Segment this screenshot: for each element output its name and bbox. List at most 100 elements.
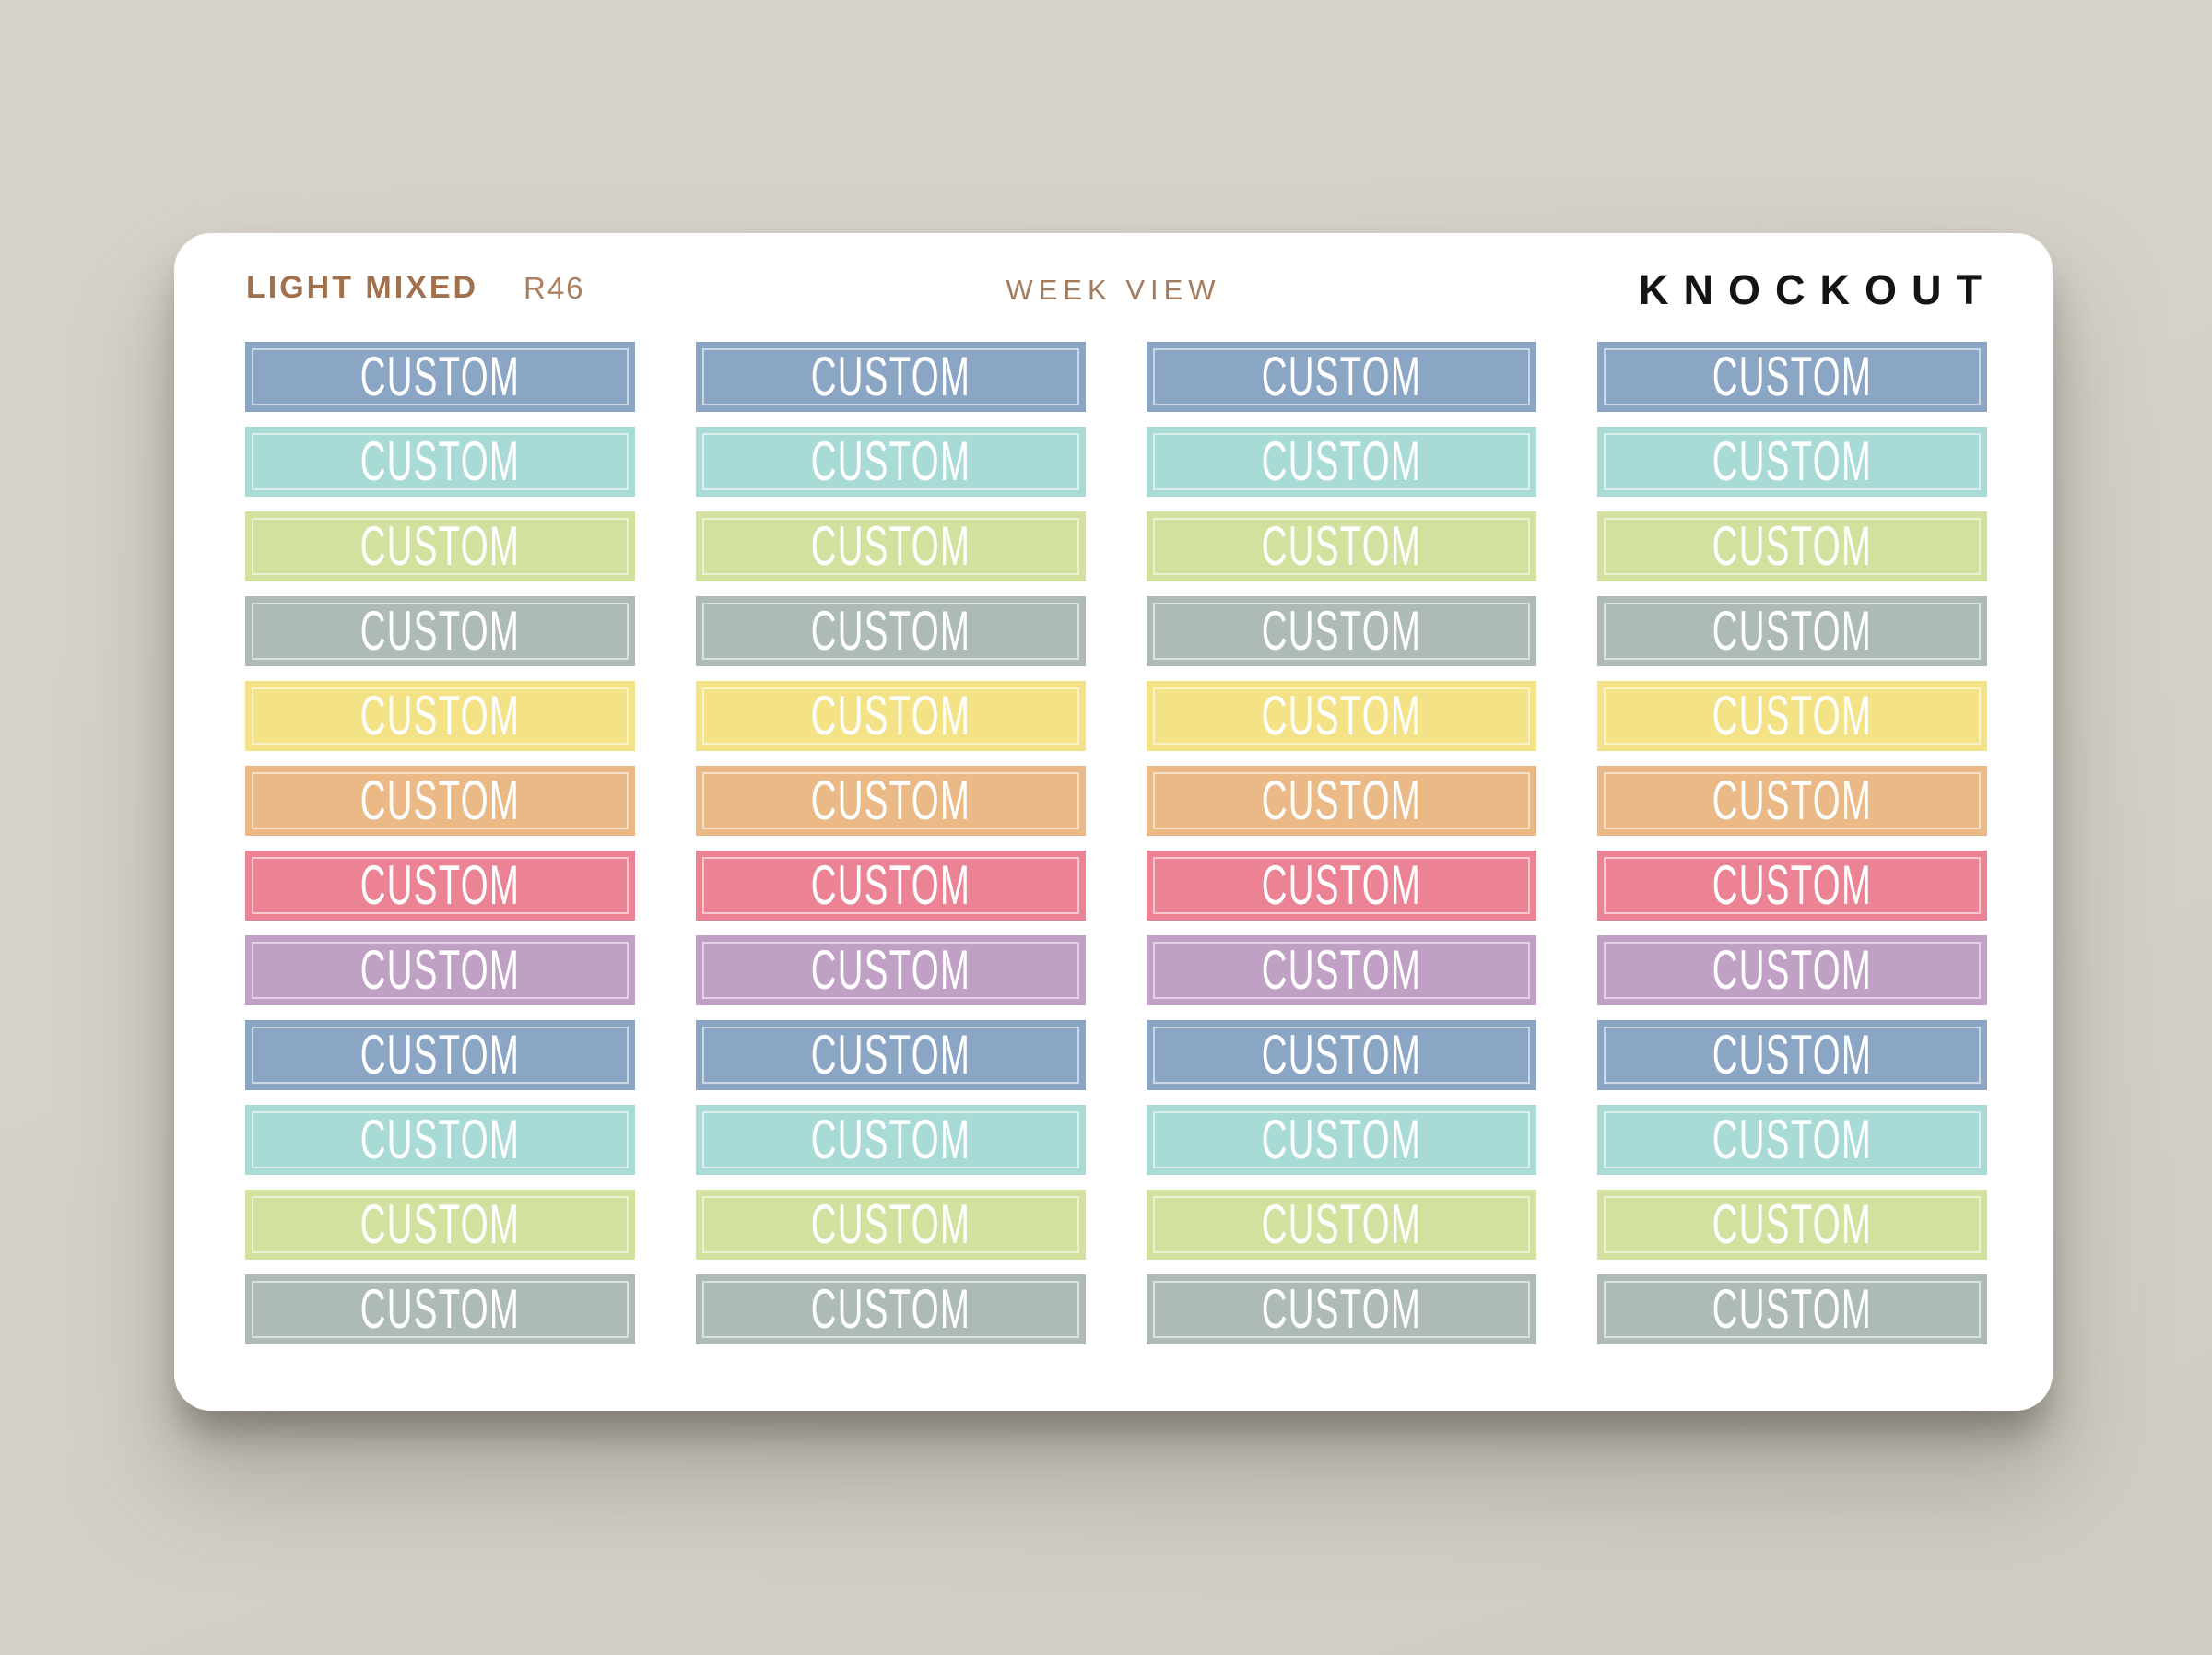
sticker-label: CUSTOM [1261, 1278, 1422, 1340]
custom-sticker-blue-r9c4: CUSTOM [1597, 1020, 1987, 1090]
collection-name: LIGHT MIXED [246, 270, 479, 305]
sticker-label: CUSTOM [359, 1109, 521, 1170]
custom-sticker-gray-r12c3: CUSTOM [1147, 1274, 1536, 1344]
sticker-label: CUSTOM [1261, 854, 1422, 916]
custom-sticker-green-r11c3: CUSTOM [1147, 1190, 1536, 1260]
sticker-label: CUSTOM [810, 600, 971, 662]
sticker-label: CUSTOM [810, 346, 971, 407]
sticker-label: CUSTOM [1712, 854, 1873, 916]
custom-sticker-teal-r2c4: CUSTOM [1597, 427, 1987, 497]
custom-sticker-blue-r9c1: CUSTOM [245, 1020, 635, 1090]
custom-sticker-teal-r2c3: CUSTOM [1147, 427, 1536, 497]
custom-sticker-pink-r7c3: CUSTOM [1147, 851, 1536, 921]
sticker-label: CUSTOM [1712, 346, 1873, 407]
sticker-label: CUSTOM [810, 430, 971, 492]
custom-sticker-green-r11c4: CUSTOM [1597, 1190, 1987, 1260]
custom-sticker-blue-r9c3: CUSTOM [1147, 1020, 1536, 1090]
sticker-label: CUSTOM [1261, 1024, 1422, 1086]
sticker-label: CUSTOM [1712, 1278, 1873, 1340]
sticker-label: CUSTOM [1261, 1109, 1422, 1170]
custom-sticker-green-r11c2: CUSTOM [696, 1190, 1086, 1260]
custom-sticker-gray-r4c1: CUSTOM [245, 596, 635, 666]
brand-logo: KNOCKOUT [1639, 266, 1996, 313]
custom-sticker-blue-r1c3: CUSTOM [1147, 342, 1536, 412]
sticker-label: CUSTOM [359, 685, 521, 746]
sticker-label: CUSTOM [359, 1193, 521, 1255]
custom-sticker-orange-r6c4: CUSTOM [1597, 766, 1987, 836]
custom-sticker-teal-r2c2: CUSTOM [696, 427, 1086, 497]
sticker-label: CUSTOM [359, 769, 521, 831]
custom-sticker-teal-r2c1: CUSTOM [245, 427, 635, 497]
custom-sticker-blue-r9c2: CUSTOM [696, 1020, 1086, 1090]
custom-sticker-green-r3c1: CUSTOM [245, 511, 635, 581]
custom-sticker-teal-r10c3: CUSTOM [1147, 1105, 1536, 1175]
custom-sticker-purple-r8c2: CUSTOM [696, 935, 1086, 1005]
sticker-label: CUSTOM [1712, 1109, 1873, 1170]
sticker-label: CUSTOM [359, 430, 521, 492]
custom-sticker-teal-r10c2: CUSTOM [696, 1105, 1086, 1175]
custom-sticker-orange-r6c1: CUSTOM [245, 766, 635, 836]
custom-sticker-gray-r4c4: CUSTOM [1597, 596, 1987, 666]
sticker-label: CUSTOM [1261, 600, 1422, 662]
custom-sticker-pink-r7c4: CUSTOM [1597, 851, 1987, 921]
custom-sticker-green-r3c4: CUSTOM [1597, 511, 1987, 581]
sticker-label: CUSTOM [810, 1193, 971, 1255]
sticker-label: CUSTOM [1261, 515, 1422, 577]
custom-sticker-orange-r6c3: CUSTOM [1147, 766, 1536, 836]
sticker-label: CUSTOM [1712, 515, 1873, 577]
sticker-grid: CUSTOM CUSTOM CUSTOM CUSTOM CUSTOM CUSTOM CUST… [245, 342, 1987, 1344]
custom-sticker-pink-r7c1: CUSTOM [245, 851, 635, 921]
custom-sticker-green-r3c3: CUSTOM [1147, 511, 1536, 581]
sticker-label: CUSTOM [810, 1109, 971, 1170]
custom-sticker-gray-r12c2: CUSTOM [696, 1274, 1086, 1344]
custom-sticker-yellow-r5c4: CUSTOM [1597, 681, 1987, 751]
sticker-label: CUSTOM [1712, 769, 1873, 831]
custom-sticker-gray-r12c1: CUSTOM [245, 1274, 635, 1344]
custom-sticker-purple-r8c3: CUSTOM [1147, 935, 1536, 1005]
custom-sticker-purple-r8c4: CUSTOM [1597, 935, 1987, 1005]
sticker-label: CUSTOM [1261, 685, 1422, 746]
sticker-label: CUSTOM [359, 854, 521, 916]
sticker-label: CUSTOM [359, 515, 521, 577]
sticker-label: CUSTOM [810, 769, 971, 831]
sticker-label: CUSTOM [1261, 430, 1422, 492]
sticker-label: CUSTOM [1712, 939, 1873, 1001]
sheet-header: LIGHT MIXED R46 WEEK VIEW KNOCKOUT [174, 233, 2053, 342]
sticker-label: CUSTOM [810, 1024, 971, 1086]
view-label: WEEK VIEW [1006, 274, 1221, 306]
custom-sticker-gray-r4c2: CUSTOM [696, 596, 1086, 666]
custom-sticker-gray-r4c3: CUSTOM [1147, 596, 1536, 666]
sticker-label: CUSTOM [359, 1278, 521, 1340]
custom-sticker-blue-r1c2: CUSTOM [696, 342, 1086, 412]
custom-sticker-blue-r1c1: CUSTOM [245, 342, 635, 412]
sticker-label: CUSTOM [1712, 600, 1873, 662]
custom-sticker-yellow-r5c3: CUSTOM [1147, 681, 1536, 751]
sticker-label: CUSTOM [810, 939, 971, 1001]
custom-sticker-purple-r8c1: CUSTOM [245, 935, 635, 1005]
sticker-label: CUSTOM [1712, 685, 1873, 746]
sticker-label: CUSTOM [810, 854, 971, 916]
sticker-label: CUSTOM [359, 346, 521, 407]
custom-sticker-green-r3c2: CUSTOM [696, 511, 1086, 581]
custom-sticker-orange-r6c2: CUSTOM [696, 766, 1086, 836]
sticker-label: CUSTOM [359, 1024, 521, 1086]
custom-sticker-blue-r1c4: CUSTOM [1597, 342, 1987, 412]
sticker-label: CUSTOM [1261, 346, 1422, 407]
sku-code: R46 [524, 271, 585, 305]
custom-sticker-yellow-r5c1: CUSTOM [245, 681, 635, 751]
custom-sticker-teal-r10c1: CUSTOM [245, 1105, 635, 1175]
sticker-label: CUSTOM [359, 600, 521, 662]
sticker-label: CUSTOM [359, 939, 521, 1001]
sticker-label: CUSTOM [1261, 1193, 1422, 1255]
sticker-label: CUSTOM [1712, 430, 1873, 492]
sticker-label: CUSTOM [810, 685, 971, 746]
sticker-label: CUSTOM [1261, 939, 1422, 1001]
custom-sticker-yellow-r5c2: CUSTOM [696, 681, 1086, 751]
sticker-label: CUSTOM [1712, 1024, 1873, 1086]
sticker-label: CUSTOM [810, 1278, 971, 1340]
sticker-label: CUSTOM [810, 515, 971, 577]
sticker-sheet-card: LIGHT MIXED R46 WEEK VIEW KNOCKOUT CUSTO… [174, 233, 2053, 1411]
sticker-label: CUSTOM [1261, 769, 1422, 831]
custom-sticker-gray-r12c4: CUSTOM [1597, 1274, 1987, 1344]
sticker-label: CUSTOM [1712, 1193, 1873, 1255]
